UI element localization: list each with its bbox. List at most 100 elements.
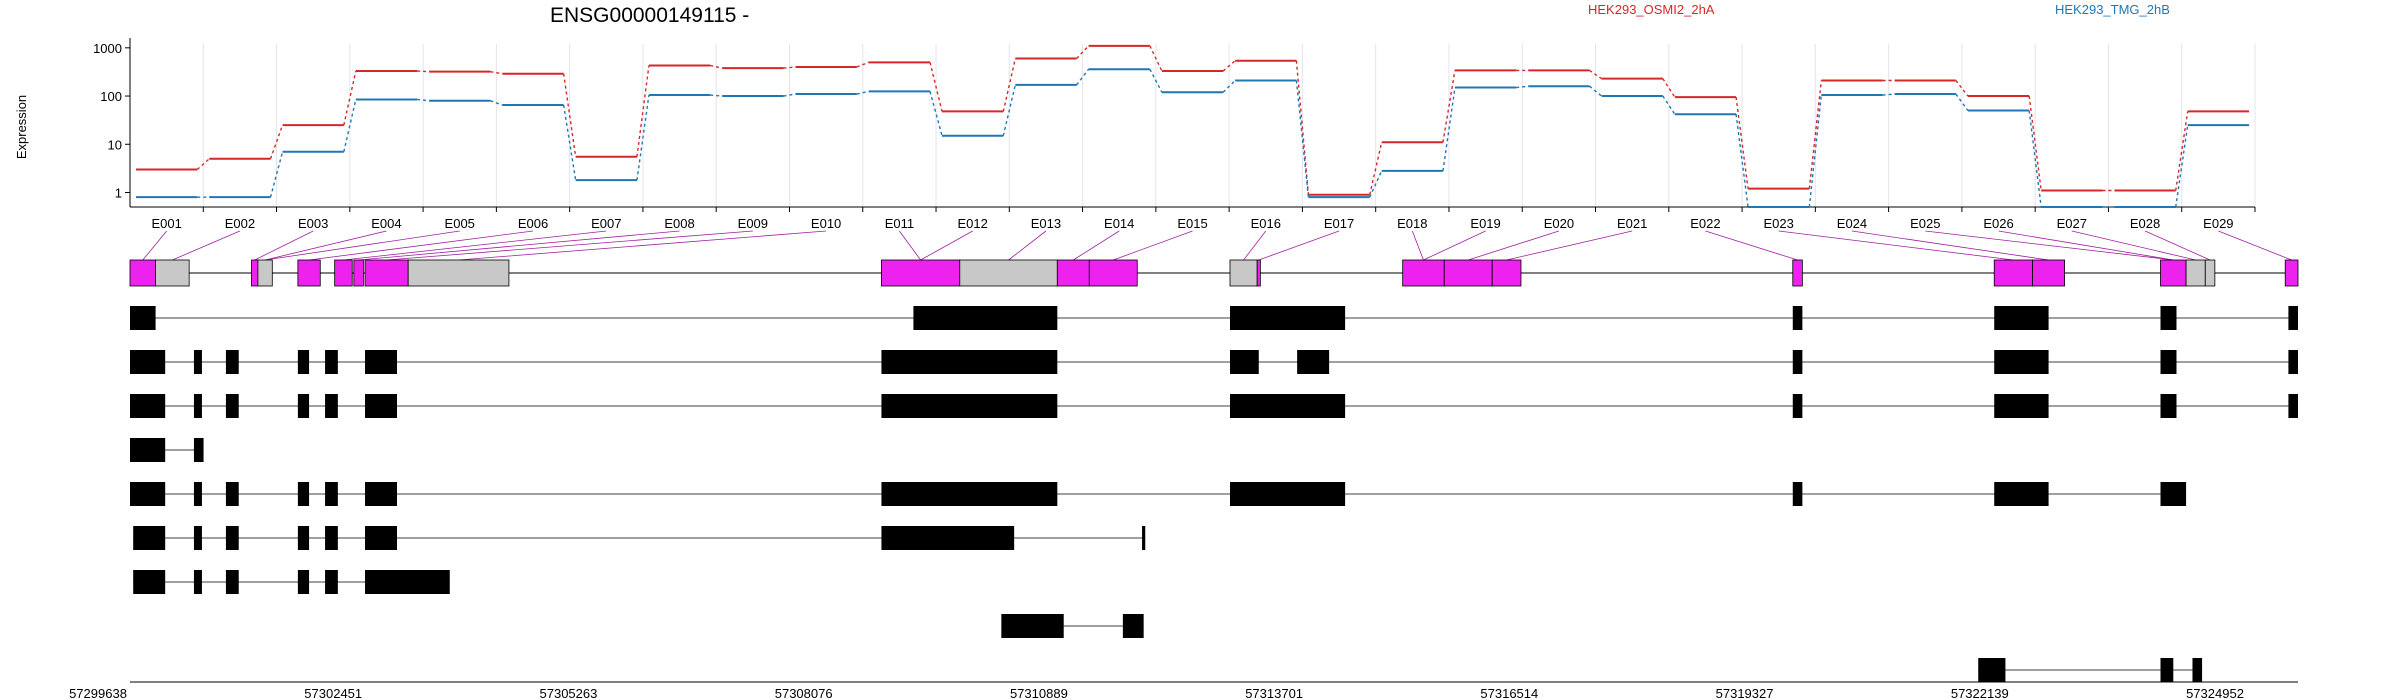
transcript-6 <box>133 526 1146 550</box>
transcript-exon <box>881 482 1058 506</box>
exon-connector <box>1778 230 2014 261</box>
series-connector <box>2175 124 2189 208</box>
exon-label: E004 <box>371 216 401 231</box>
exon-connector <box>343 230 607 261</box>
chart-title: ENSG00000149115 - <box>550 4 749 27</box>
exon-connector <box>265 230 460 261</box>
series-connector <box>1295 80 1310 198</box>
exon-connector <box>2071 230 2196 261</box>
transcript-exon <box>1142 526 1146 550</box>
transcript-exon <box>130 394 166 418</box>
series-connector <box>562 73 577 157</box>
series-connector <box>1369 170 1383 198</box>
exon-label: E022 <box>1690 216 1720 231</box>
transcript-exon <box>2160 658 2174 682</box>
exon-label: E025 <box>1910 216 1940 231</box>
transcript-exon <box>1229 306 1346 330</box>
exon-label: E007 <box>591 216 621 231</box>
coordinate-label: 57316514 <box>1480 686 1538 700</box>
exon-connector <box>1851 230 2049 261</box>
y-tick-label: 1 <box>115 185 122 200</box>
exon-connector <box>2144 230 2211 261</box>
series-connector <box>1662 95 1676 115</box>
transcript-exon <box>1229 482 1346 506</box>
exon-label: E017 <box>1324 216 1354 231</box>
collapsed-exon <box>1402 259 1445 287</box>
transcript-exon <box>325 482 338 506</box>
exon-label: E008 <box>664 216 694 231</box>
transcript-exon <box>297 482 310 506</box>
exon-connector <box>899 230 921 261</box>
exon-connector <box>386 230 753 261</box>
transcript-exon <box>225 570 239 594</box>
transcript-exon <box>2160 482 2187 506</box>
exon-connector <box>254 230 314 261</box>
series-connector <box>1369 142 1383 195</box>
series-connector <box>929 62 943 112</box>
transcript-exon <box>1792 306 1803 330</box>
transcript-exon <box>365 482 398 506</box>
transcript-exon <box>2192 658 2203 682</box>
collapsed-exon <box>407 259 510 287</box>
transcript-exon <box>325 394 338 418</box>
collapsed-exon <box>2185 259 2206 287</box>
series-connector <box>490 100 503 106</box>
transcript-exon <box>1994 394 2049 418</box>
exon-label: E023 <box>1764 216 1794 231</box>
collapsed-exon <box>1229 259 1258 287</box>
transcript-exon <box>297 394 310 418</box>
transcript-exon <box>1994 350 2049 374</box>
collapsed-exon <box>251 259 259 287</box>
transcript-exon <box>133 526 166 550</box>
transcript-exon <box>1792 350 1803 374</box>
series-connector <box>1516 85 1529 89</box>
series-connector <box>710 64 723 69</box>
collapsed-exon <box>2160 259 2187 287</box>
exon-label: E001 <box>151 216 181 231</box>
exon-label: E024 <box>1837 216 1867 231</box>
exon-connector <box>1998 230 2174 261</box>
collapsed-exon <box>1443 259 1493 287</box>
exon-connector <box>142 230 167 261</box>
series-connector <box>1808 94 1823 208</box>
transcript-exon <box>1122 614 1144 638</box>
collapsed-exon <box>1256 259 1261 287</box>
transcript-exon <box>225 394 239 418</box>
exon-label: E006 <box>518 216 548 231</box>
transcript-exon <box>325 570 338 594</box>
exon-label: E012 <box>957 216 987 231</box>
coordinate-label: 57313701 <box>1245 686 1303 700</box>
collapsed-exon <box>297 259 321 287</box>
collapsed-exon <box>1088 259 1138 287</box>
exon-connector <box>1506 230 1633 261</box>
transcript-exon <box>881 526 1015 550</box>
series-connector <box>1882 93 1895 96</box>
transcript-9 <box>1978 658 2203 682</box>
transcript-exon <box>1792 394 1803 418</box>
coordinate-label: 57305263 <box>540 686 598 700</box>
series-connector <box>856 61 870 68</box>
coordinate-label: 57308076 <box>775 686 833 700</box>
transcript-7 <box>133 570 450 594</box>
transcript-exon <box>2160 350 2177 374</box>
series-connector <box>929 91 943 136</box>
exon-connector <box>1073 230 1120 261</box>
transcript-exon <box>2288 394 2298 418</box>
exon-label: E009 <box>738 216 768 231</box>
exon-connector <box>2218 230 2292 261</box>
transcript-exon <box>225 350 239 374</box>
exon-connector <box>172 230 241 261</box>
transcript-exon <box>325 526 338 550</box>
exon-label: E011 <box>885 216 914 231</box>
transcript-exon <box>130 482 166 506</box>
transcript-exon <box>1297 350 1330 374</box>
series-0 <box>136 44 2249 196</box>
collapsed-exon <box>2204 259 2216 287</box>
transcript-exon <box>881 350 1058 374</box>
transcript-exon <box>193 526 202 550</box>
series-connector <box>196 158 210 170</box>
legend-series-osmi2: HEK293_OSMI2_2hA <box>1588 2 1715 17</box>
series-connector <box>417 70 430 73</box>
exon-connector <box>309 230 534 261</box>
exon-connector <box>920 230 973 261</box>
